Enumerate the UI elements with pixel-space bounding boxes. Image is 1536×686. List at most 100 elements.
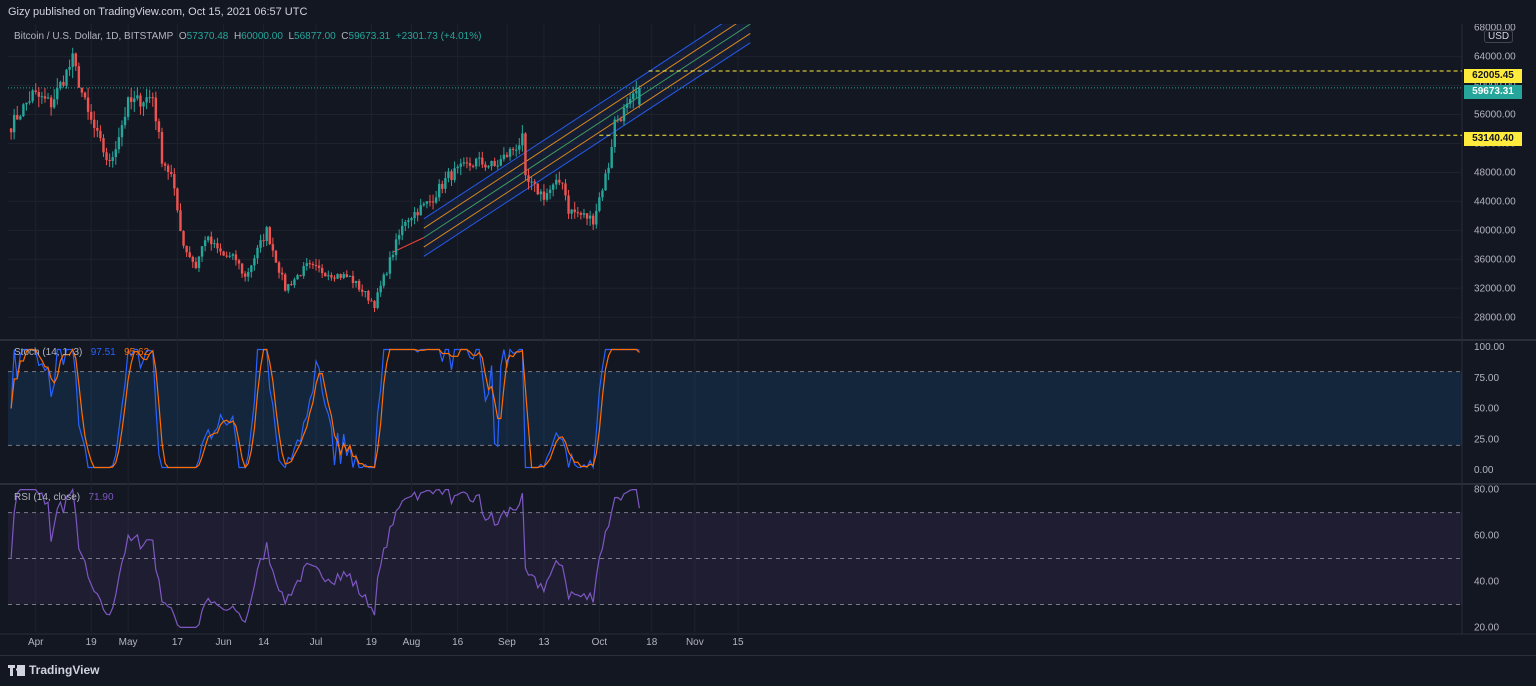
candle-body [539,191,543,195]
candle-body [450,171,453,181]
x-tick-label: Nov [686,637,704,648]
low-value: 56877.00 [294,31,336,42]
candle-body [607,167,610,174]
candle-body [299,275,302,277]
x-tick-label: 17 [172,637,184,648]
candle-body [185,245,188,253]
candle-body [481,157,484,165]
candle-body [111,157,114,162]
candle-body [182,231,185,246]
stoch-tick-label: 75.00 [1474,373,1499,384]
candle-body [385,273,389,275]
candle-body [434,197,438,203]
candle-body [256,247,259,259]
candle-body [237,260,241,264]
candle-body [179,210,182,232]
candle-body [280,272,284,275]
candle-body [351,275,355,283]
candle-body [357,280,361,290]
candle-body [43,96,47,99]
price-tag-lower-level: 53140.40 [1464,132,1522,146]
stoch-k-value: 97.51 [90,347,116,358]
candle-body [219,248,222,252]
candle-body [22,104,25,117]
candle-body [551,184,555,190]
candle-body [99,130,102,139]
candle-body [56,88,59,100]
x-tick-label: 15 [732,637,744,648]
candle-body [65,69,68,86]
candle-body [502,154,506,160]
candle-body [524,133,527,176]
candle-body [616,119,620,121]
candle-body [173,174,176,189]
channel-line [423,24,737,229]
candle-body [413,212,416,219]
publisher-text: Gizy published on TradingView.com, Oct 1… [8,6,308,18]
currency-badge[interactable]: USD [1484,30,1514,43]
low-label: L [288,31,295,42]
candle-body [194,261,198,269]
candle-body [604,173,607,191]
candle-body [231,254,235,256]
x-tick-label: Oct [592,637,608,648]
stoch-tick-label: 100.00 [1474,342,1505,353]
candle-body [83,92,87,98]
x-tick-label: 14 [258,637,270,648]
candle-body [619,119,623,122]
candle-body [588,215,592,219]
candle-body [391,255,395,258]
candle-body [527,175,530,182]
candle-body [268,227,271,245]
candle-body [573,209,576,213]
chart-area[interactable]: Apr 19 May 17 Jun 14 Jul 19 Aug 16 Sep 13 Oct 18 Nov 15… [0,24,1536,655]
candle-body [271,244,275,251]
candle-body [284,274,287,291]
candle-body [456,166,459,169]
candle-body [487,166,490,168]
candle-body [203,240,207,247]
candle-body [16,115,19,120]
candle-body [582,213,586,215]
candle-body [397,235,401,240]
candle-body [511,148,515,150]
close-label: C [341,31,349,42]
candle-body [71,53,74,67]
x-tick-label: Apr [28,637,44,648]
candle-body [425,201,429,204]
candle-body [277,262,281,273]
candle-body [151,97,154,99]
candle-body [123,116,127,126]
candle-body [327,275,330,277]
candle-body [493,161,496,166]
candle-body [339,274,342,278]
stoch-tick-label: 0.00 [1474,465,1494,476]
open-value: 57370.48 [186,31,229,42]
candle-body [530,181,533,183]
candle-body [610,146,613,168]
x-tick-label: May [119,637,138,648]
candle-body [459,163,462,167]
candle-body [157,121,161,132]
candle-body [373,300,376,308]
candle-body [145,97,148,103]
candle-body [136,95,139,99]
candle-body [453,168,456,181]
candle-body [228,255,231,257]
candle-body [382,274,385,286]
candle-body [274,250,278,263]
candle-body [598,197,601,211]
x-tick-label: Jun [216,637,232,648]
candle-body [59,82,62,89]
candle-body [354,280,358,283]
tradingview-brand[interactable]: TradingView [8,663,99,677]
candle-body [632,93,635,100]
candle-body [367,291,370,301]
open-label: O [178,31,187,42]
close-value: 59673.31 [348,31,391,42]
price-tick-label: 68000.00 [1474,24,1516,34]
candle-body [200,246,204,257]
candle-body [625,103,629,108]
candle-body [308,263,312,265]
candle-body [117,137,121,150]
